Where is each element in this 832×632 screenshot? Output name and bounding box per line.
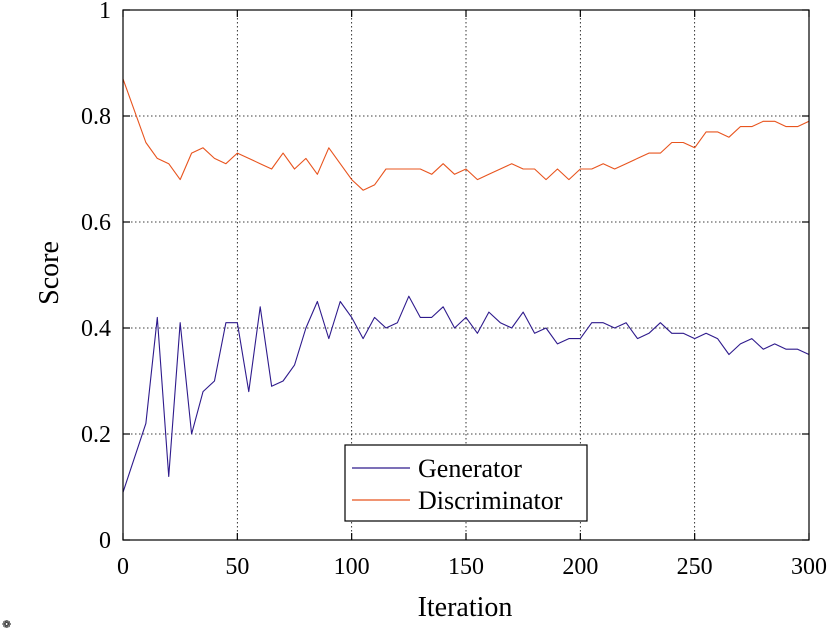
series-layer: [122, 78, 810, 493]
x-tick-label: 300: [791, 554, 827, 580]
axes: [122, 9, 810, 541]
series-line-generator: [122, 295, 810, 493]
series-line-discriminator: [122, 78, 810, 191]
x-tick-label: 0: [117, 554, 129, 580]
x-tick-label: 100: [334, 554, 370, 580]
x-tick-label: 250: [677, 554, 713, 580]
y-tick-label: 0.6: [81, 210, 111, 236]
y-tick-label: 0.4: [81, 316, 111, 342]
y-tick-label: 0.8: [81, 104, 111, 130]
x-axis-label: Iteration: [418, 592, 513, 623]
tick-labels: 0 50 100 150 200 250 300 0 0.2 0.4 0.6 0.8 1: [81, 0, 827, 580]
y-tick-label: 1: [99, 0, 111, 24]
legend: Generator Discriminator: [344, 444, 588, 522]
grid: [123, 10, 809, 540]
corner-mark-icon: ❁: [2, 618, 11, 631]
x-tick-label: 50: [225, 554, 249, 580]
x-tick-label: 150: [448, 554, 484, 580]
x-tick-label: 200: [562, 554, 598, 580]
y-axis-label: Score: [34, 241, 65, 305]
legend-label-generator: Generator: [418, 454, 522, 483]
y-tick-label: 0: [99, 528, 111, 554]
y-tick-label: 0.2: [81, 422, 111, 448]
legend-box: [344, 444, 588, 522]
legend-label-discriminator: Discriminator: [418, 486, 563, 515]
